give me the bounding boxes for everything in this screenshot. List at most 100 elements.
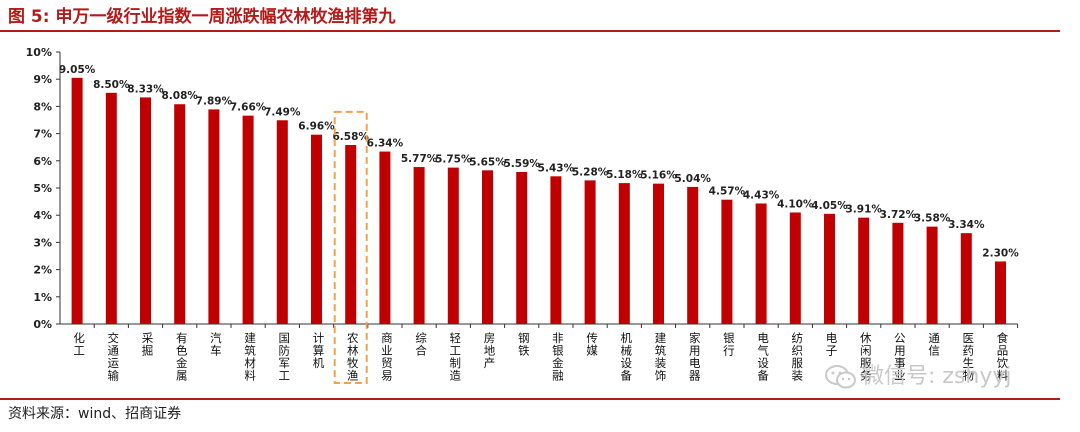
bar bbox=[447, 167, 459, 324]
watermark: 微信号: zshyyj bbox=[824, 362, 1012, 392]
title-rule bbox=[0, 30, 1060, 32]
bar bbox=[71, 77, 83, 324]
bar bbox=[482, 170, 493, 324]
bar bbox=[311, 134, 322, 324]
data-label: 5.04% bbox=[674, 173, 711, 185]
y-tick-label: 2% bbox=[33, 264, 52, 277]
data-label: 5.43% bbox=[538, 162, 575, 174]
bar bbox=[550, 176, 562, 324]
bar-chart: 0% 1% 2% 3% 4% 5% 6% 7% 8% 9% 10% 9.05% 8.50%8.33%8… bbox=[26, 46, 1019, 384]
bar bbox=[926, 226, 938, 324]
watermark-text: 微信号: zshyyj bbox=[862, 364, 1012, 389]
data-label: 5.59% bbox=[503, 158, 540, 170]
bar bbox=[208, 109, 220, 324]
category-label: 商业贸易 bbox=[380, 331, 394, 382]
data-label: 5.28% bbox=[572, 166, 609, 178]
bar bbox=[174, 104, 186, 324]
data-label: 5.16% bbox=[640, 170, 677, 182]
data-label: 7.89% bbox=[196, 95, 233, 107]
data-labels: 9.05% 8.50%8.33%8.08%7.89%7.66%7.49% 6.96%… bbox=[59, 64, 1019, 260]
data-label: 6.96% bbox=[298, 121, 335, 133]
data-label: 9.05% bbox=[59, 64, 96, 76]
data-label: 5.18% bbox=[606, 169, 643, 181]
bar bbox=[824, 213, 835, 324]
bar bbox=[789, 212, 801, 324]
category-label: 综合 bbox=[414, 331, 428, 357]
bar bbox=[413, 167, 425, 324]
y-tick-label: 0% bbox=[33, 318, 52, 331]
data-label: 7.66% bbox=[230, 102, 267, 114]
data-label: 4.05% bbox=[811, 200, 848, 212]
bar bbox=[721, 199, 733, 324]
category-label: 机械设备 bbox=[619, 331, 633, 382]
data-label: 8.08% bbox=[161, 90, 198, 102]
category-label: 轻工制造 bbox=[448, 331, 462, 382]
category-label: 传媒 bbox=[585, 331, 599, 357]
category-label: 国防军工 bbox=[277, 332, 291, 382]
data-label: 7.49% bbox=[264, 106, 301, 118]
data-label: 5.65% bbox=[469, 156, 506, 168]
category-label: 交通运输 bbox=[106, 331, 120, 382]
category-label: 房地产 bbox=[483, 332, 497, 370]
bar bbox=[653, 183, 664, 324]
y-tick-label: 9% bbox=[33, 73, 52, 86]
category-label: 非银金融 bbox=[551, 332, 565, 382]
y-tick-label: 7% bbox=[33, 128, 52, 141]
data-label: 6.34% bbox=[367, 138, 404, 150]
y-tick-label: 8% bbox=[33, 100, 52, 113]
data-label: 6.58% bbox=[332, 131, 369, 143]
data-label: 2.30% bbox=[982, 247, 1019, 259]
source-rule bbox=[0, 398, 1060, 400]
category-label: 汽车 bbox=[209, 331, 223, 357]
category-label: 采掘 bbox=[141, 332, 155, 357]
category-labels: 化工 交通运输 采掘 有色金属 汽车 建筑材料 国防军工 计算机 农林牧渔 商业贸易 综合 轻工制造 房… bbox=[72, 331, 1009, 382]
data-label: 3.72% bbox=[880, 209, 917, 221]
wechat-icon bbox=[825, 365, 856, 389]
category-label: 计算机 bbox=[312, 332, 326, 370]
category-label: 钢铁 bbox=[517, 332, 531, 357]
bar bbox=[345, 145, 357, 324]
data-label: 4.10% bbox=[777, 198, 814, 210]
category-label: 医药生物 bbox=[961, 332, 975, 382]
bar bbox=[379, 151, 391, 324]
data-label: 5.75% bbox=[435, 154, 472, 166]
category-label: 纺织服装 bbox=[790, 331, 804, 382]
bar bbox=[687, 186, 699, 324]
category-label: 通信 bbox=[927, 332, 941, 357]
bar bbox=[858, 217, 870, 324]
y-tick-label: 3% bbox=[33, 236, 52, 249]
bar bbox=[584, 180, 596, 324]
category-label: 电气设备 bbox=[756, 332, 770, 382]
data-label: 8.50% bbox=[93, 79, 130, 91]
bar bbox=[960, 233, 972, 324]
bar bbox=[995, 261, 1006, 324]
category-label: 农林牧渔 bbox=[346, 331, 360, 382]
category-label: 建筑材料 bbox=[243, 331, 257, 382]
bar bbox=[892, 222, 904, 324]
category-label: 银行 bbox=[722, 331, 736, 357]
category-label: 电子 bbox=[825, 332, 839, 357]
category-label: 休闲服务 bbox=[859, 332, 873, 382]
category-label: 公用事业 bbox=[893, 332, 907, 382]
y-tick-label: 6% bbox=[33, 155, 52, 168]
bar bbox=[105, 92, 117, 324]
highlight-box bbox=[333, 110, 368, 384]
category-label: 食品饮料 bbox=[996, 331, 1010, 382]
source-note: 资料来源：wind、招商证券 bbox=[8, 406, 182, 422]
category-label: 化工 bbox=[72, 331, 86, 357]
figure-title: 图 5: 申万一级行业指数一周涨跌幅农林牧渔排第九 bbox=[8, 7, 396, 27]
bar bbox=[276, 120, 288, 324]
bars bbox=[71, 77, 1019, 328]
y-tick-label: 5% bbox=[33, 182, 52, 195]
data-label: 8.33% bbox=[127, 83, 164, 95]
category-label: 有色金属 bbox=[175, 331, 189, 382]
bar bbox=[516, 171, 528, 324]
data-label: 5.77% bbox=[401, 153, 438, 165]
data-label: 4.43% bbox=[743, 190, 780, 202]
y-tick-label: 1% bbox=[33, 291, 52, 304]
category-label: 建筑装饰 bbox=[654, 331, 668, 382]
category-label: 家用电器 bbox=[688, 331, 702, 382]
y-axis: 0% 1% 2% 3% 4% 5% 6% 7% 8% 9% 10% bbox=[26, 46, 1018, 331]
y-tick-label: 10% bbox=[26, 46, 52, 59]
bar bbox=[755, 203, 767, 324]
